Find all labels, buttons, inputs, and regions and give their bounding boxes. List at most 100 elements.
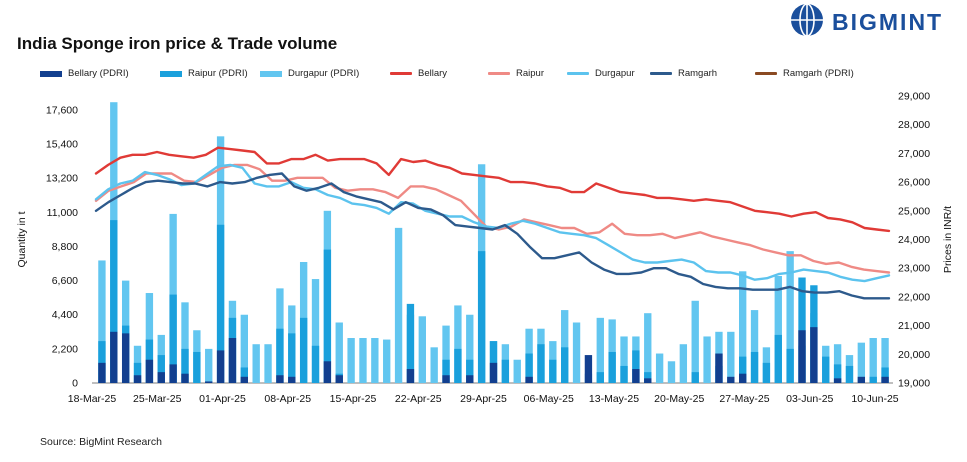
y-right-tick-label: 27,000 (898, 148, 930, 160)
bar-raipur (822, 356, 830, 383)
y-left-tick-label: 17,600 (46, 104, 78, 116)
y-right-tick-label: 24,000 (898, 234, 930, 246)
bar-bellary (205, 381, 213, 383)
line-bellary (94, 146, 891, 233)
y-right-tick-label: 26,000 (898, 177, 930, 189)
bar-durgapur (786, 251, 794, 383)
legend-label: Raipur (PDRI) (188, 68, 248, 79)
legend-label: Durgapur (595, 68, 635, 79)
legend-item: Durgapur (PDRI) (260, 68, 359, 79)
x-tick-label: 22-Apr-25 (395, 393, 442, 405)
bar-durgapur (205, 348, 213, 383)
bar-bellary (240, 376, 248, 383)
y-left-tick-label: 6,600 (52, 275, 78, 287)
bar-durgapur (335, 322, 343, 383)
legend-swatch (390, 72, 412, 75)
bar-raipur (110, 220, 118, 383)
y-right-tick-label: 20,000 (898, 349, 930, 361)
x-tick-label: 25-Mar-25 (133, 393, 182, 405)
bar-durgapur (513, 359, 521, 383)
y-right-tick-label: 19,000 (898, 378, 930, 390)
x-tick-label: 18-Mar-25 (68, 393, 117, 405)
bar-durgapur (703, 336, 711, 383)
bar-bellary (442, 375, 450, 383)
legend-item: Raipur (PDRI) (160, 68, 248, 79)
bar-bellary (727, 376, 735, 383)
bar-raipur (169, 294, 177, 383)
x-tick-label: 29-Apr-25 (460, 393, 507, 405)
bar-durgapur (833, 344, 842, 383)
x-tick-label: 06-May-25 (524, 393, 574, 405)
bar-durgapur (430, 347, 438, 383)
bar-bellary (584, 355, 593, 383)
bar-durgapur (620, 336, 628, 383)
legend-label: Ramgarh (PDRI) (783, 68, 854, 79)
bar-bellary (228, 338, 237, 383)
bar-durgapur (252, 344, 260, 383)
legend-swatch (650, 72, 672, 75)
bar-raipur (477, 251, 486, 383)
bar-durgapur (418, 316, 426, 383)
bar-bellary (110, 331, 118, 383)
bar-raipur (501, 359, 510, 383)
bar-bellary (466, 375, 474, 383)
bar-durgapur (442, 325, 450, 383)
legend-label: Durgapur (PDRI) (288, 68, 360, 79)
bar-durgapur (561, 310, 569, 383)
bar-raipur (181, 348, 189, 383)
y-right-axis-label: Prices in INR/t (942, 206, 954, 273)
line-durgapur (94, 163, 891, 283)
bar-raipur (323, 249, 332, 383)
bar-durgapur (371, 338, 379, 383)
chart-title: India Sponge iron price & Trade volume (17, 34, 338, 53)
bar-durgapur (679, 344, 688, 383)
y-left-tick-label: 13,200 (46, 173, 78, 185)
bar-bellary (525, 376, 533, 383)
legend-swatch (567, 72, 589, 75)
legend-swatch (488, 72, 510, 75)
y-left-axis-label: Quantity in t (16, 211, 28, 267)
legend-item: Durgapur (567, 68, 635, 79)
bar-raipur (288, 333, 296, 383)
legend-swatch (260, 70, 282, 77)
legend-label: Bellary (PDRI) (68, 68, 129, 79)
bar-durgapur (347, 338, 355, 383)
bar-raipur (442, 359, 450, 383)
bar-raipur (750, 351, 759, 383)
bar-bellary (644, 378, 652, 383)
y-right-tick-label: 25,000 (898, 205, 930, 217)
bar-bellary (335, 375, 343, 383)
bar-raipur (786, 348, 794, 383)
bar-raipur (525, 353, 533, 383)
y-left-tick-label: 4,400 (52, 309, 78, 321)
bar-raipur (157, 355, 165, 383)
bar-raipur (620, 365, 628, 383)
line-raipur (94, 163, 891, 274)
bar-raipur (561, 347, 569, 383)
bar-raipur (881, 367, 889, 383)
bar-bellary (881, 376, 889, 383)
globe-icon (791, 3, 823, 36)
legend-item: Raipur (488, 68, 544, 79)
bar-raipur (133, 362, 142, 383)
x-tick-label: 20-May-25 (654, 393, 704, 405)
bar-durgapur (181, 302, 189, 383)
bar-durgapur (454, 305, 462, 383)
bar-raipur (489, 341, 498, 383)
legend-label: Ramgarh (678, 68, 718, 79)
bar-durgapur (240, 314, 248, 383)
bar-durgapur (383, 339, 391, 383)
bar-durgapur (608, 319, 616, 383)
bar-durgapur (311, 279, 320, 383)
x-tick-label: 13-May-25 (589, 393, 639, 405)
legend-label: Raipur (516, 68, 544, 79)
bar-bellary (739, 373, 747, 383)
bigmint-logo: BIGMINT (791, 3, 941, 36)
y-right-tick-label: 21,000 (898, 320, 930, 332)
bar-raipur (596, 372, 604, 383)
bar-raipur (216, 224, 225, 383)
bar-raipur (299, 317, 308, 383)
bar-raipur (537, 344, 545, 383)
bar-raipur (276, 328, 284, 383)
